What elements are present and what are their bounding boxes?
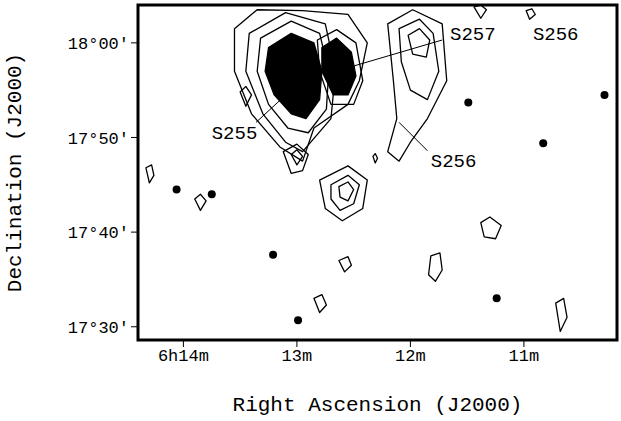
svg-text:S256: S256 (533, 24, 579, 46)
svg-text:6h14m: 6h14m (158, 347, 209, 366)
svg-text:S257: S257 (450, 24, 496, 46)
svg-text:11m: 11m (509, 347, 540, 366)
svg-text:S256: S256 (431, 151, 477, 173)
svg-text:12m: 12m (395, 347, 426, 366)
svg-text:17°50': 17°50' (68, 130, 129, 149)
svg-text:17°40': 17°40' (68, 224, 129, 243)
svg-text:17°30': 17°30' (68, 319, 129, 338)
svg-text:18°00': 18°00' (68, 35, 129, 54)
svg-text:Right Ascension (J2000): Right Ascension (J2000) (233, 394, 523, 417)
svg-text:S255: S255 (212, 123, 258, 145)
svg-text:13m: 13m (282, 347, 313, 366)
svg-text:Declination (J2000): Declination (J2000) (4, 53, 27, 292)
